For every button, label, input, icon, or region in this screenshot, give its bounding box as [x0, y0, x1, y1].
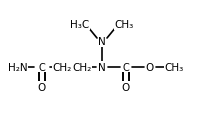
Text: CH₂: CH₂: [72, 62, 92, 72]
Text: N: N: [98, 37, 106, 47]
Text: CH₃: CH₃: [114, 20, 134, 30]
Text: N: N: [98, 62, 106, 72]
Text: O: O: [122, 82, 130, 92]
Text: H₃C: H₃C: [70, 20, 90, 30]
Text: C: C: [39, 62, 45, 72]
Text: O: O: [38, 82, 46, 92]
Text: O: O: [146, 62, 154, 72]
Text: C: C: [123, 62, 129, 72]
Text: CH₃: CH₃: [164, 62, 184, 72]
Text: H₂N: H₂N: [8, 62, 28, 72]
Text: CH₂: CH₂: [52, 62, 72, 72]
